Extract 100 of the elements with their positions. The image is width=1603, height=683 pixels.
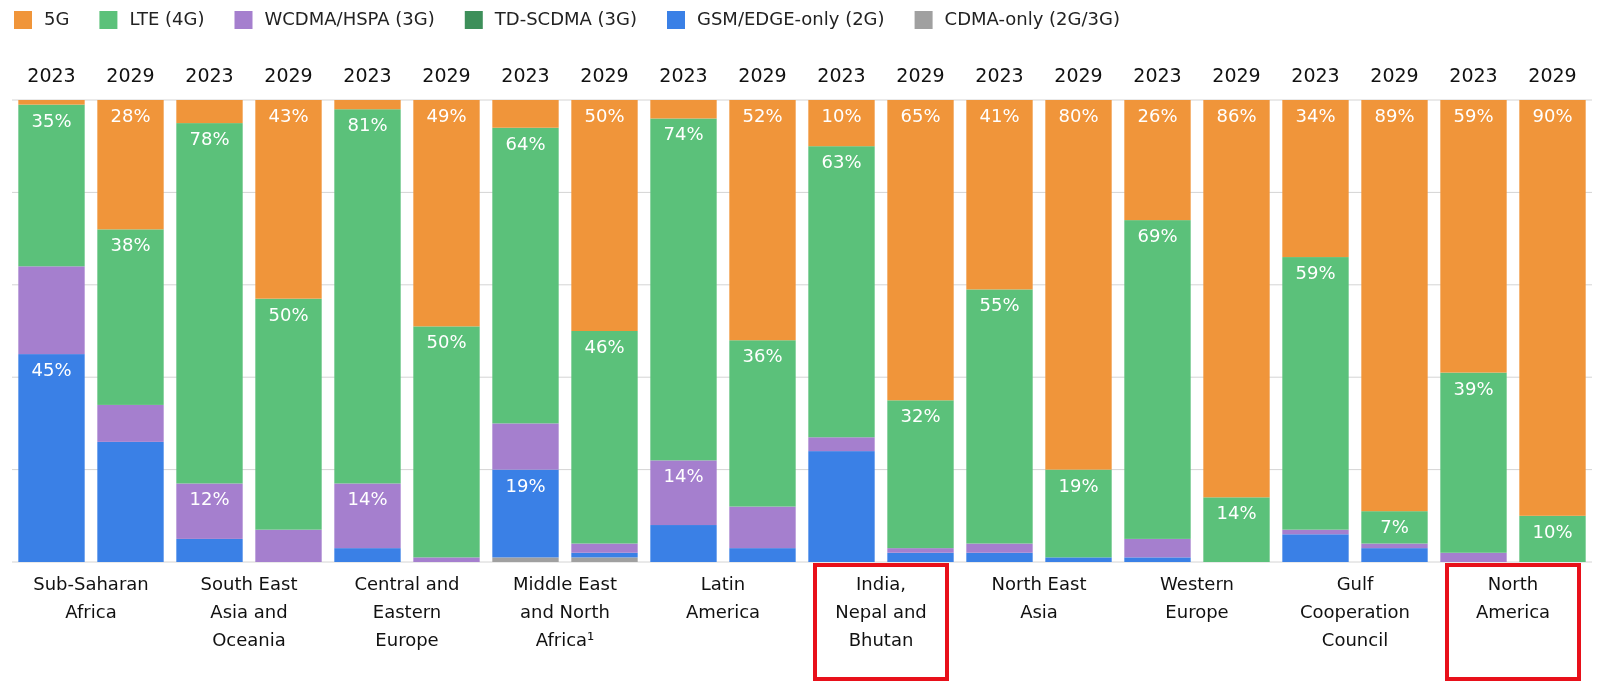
bar: [334, 548, 401, 562]
bar: [176, 538, 243, 562]
text: South East Asia and Oceania: [200, 573, 298, 650]
bar: [887, 548, 954, 553]
bar: [492, 557, 559, 562]
x-tick-label: 2023: [1449, 64, 1498, 86]
data-label: 59%: [1295, 262, 1336, 284]
bar: [966, 543, 1033, 553]
x-tick-label: 2023: [659, 64, 708, 86]
data-label: 10%: [1532, 520, 1573, 542]
data-label: 14%: [1216, 502, 1257, 524]
bar: [966, 100, 1033, 290]
bar: [255, 529, 322, 562]
x-tick-label: 2023: [817, 64, 866, 86]
x-tick-label: 2023: [501, 64, 550, 86]
bar: [1282, 100, 1349, 258]
bar: [18, 104, 85, 267]
bar: [1361, 100, 1428, 512]
data-label: 55%: [979, 294, 1020, 316]
data-label: 26%: [1137, 105, 1178, 126]
bar: [1124, 100, 1191, 221]
text: Middle East and North Africa¹: [512, 573, 618, 650]
x-tick-label: 2023: [185, 64, 234, 86]
text: Sub-Saharan Africa: [33, 573, 149, 622]
legend-label: 5G: [44, 8, 70, 29]
data-label: 89%: [1374, 105, 1415, 126]
data-label: 80%: [1058, 105, 1099, 126]
x-tick-label: 2023: [1133, 64, 1182, 86]
data-label: 52%: [742, 105, 783, 126]
data-label: 50%: [584, 105, 625, 126]
x-tick-label: 2029: [738, 64, 787, 86]
bar: [255, 298, 322, 530]
bar: [1440, 552, 1507, 562]
bar: [1203, 497, 1270, 562]
bar: [18, 100, 85, 105]
bar: [1361, 511, 1428, 544]
bar: [729, 340, 796, 507]
bar: [176, 123, 243, 484]
data-label: 32%: [900, 405, 941, 427]
bar: [97, 229, 164, 405]
text: North America: [1475, 573, 1551, 622]
bar: [1124, 220, 1191, 539]
bar: [492, 100, 559, 128]
data-label: 59%: [1453, 105, 1494, 126]
data-label: 81%: [347, 114, 388, 136]
data-label: 38%: [110, 234, 151, 256]
bar: [1440, 100, 1507, 373]
x-tick-label: 2023: [27, 64, 76, 86]
x-tick-label: 2029: [1212, 64, 1261, 86]
x-tick-label: 2023: [343, 64, 392, 86]
bar: [334, 100, 401, 110]
data-label: 49%: [426, 105, 467, 126]
data-label: 63%: [821, 151, 862, 173]
bar: [413, 100, 480, 327]
data-label: 50%: [268, 303, 309, 325]
x-tick-label: 2023: [1291, 64, 1340, 86]
bar: [97, 404, 164, 442]
bar: [1440, 372, 1507, 553]
bar: [808, 100, 875, 147]
data-label: 41%: [979, 105, 1020, 126]
data-label: 19%: [1058, 474, 1099, 496]
data-label: 7%: [1380, 516, 1409, 538]
bar: [729, 506, 796, 549]
data-label: 35%: [31, 109, 72, 131]
data-label: 34%: [1295, 105, 1336, 126]
bar: [97, 441, 164, 562]
x-tick-label: 2029: [580, 64, 629, 86]
data-label: 12%: [189, 488, 230, 510]
bar: [334, 109, 401, 484]
bar: [1519, 100, 1586, 516]
bar: [966, 552, 1033, 562]
legend-label: WCDMA/HSPA (3G): [264, 8, 435, 29]
bar: [1124, 557, 1191, 562]
text: Central and Eastern Europe: [354, 573, 460, 650]
x-tick-label: 2029: [264, 64, 313, 86]
data-label: 74%: [663, 123, 704, 145]
bar: [492, 127, 559, 424]
x-tick-label: 2029: [1528, 64, 1577, 86]
bar: [1124, 538, 1191, 558]
bar: [492, 469, 559, 558]
bar: [571, 557, 638, 562]
legend-label: TD-SCDMA (3G): [493, 8, 637, 29]
text: North East Asia: [991, 573, 1087, 622]
text: India, Nepal and Bhutan: [835, 573, 927, 650]
data-label: 39%: [1453, 377, 1494, 399]
bar: [1282, 257, 1349, 530]
x-tick-label: 2029: [106, 64, 155, 86]
bar: [887, 552, 954, 562]
bar: [1045, 557, 1112, 562]
data-label: 50%: [426, 331, 467, 353]
legend-label: CDMA-only (2G/3G): [944, 8, 1121, 29]
bar: [729, 100, 796, 341]
data-label: 19%: [505, 474, 546, 496]
bar: [176, 100, 243, 124]
legend-label: GSM/EDGE-only (2G): [697, 8, 885, 29]
bar: [571, 100, 638, 331]
bar: [650, 100, 717, 119]
data-label: 90%: [1532, 105, 1573, 126]
data-label: 28%: [110, 105, 151, 126]
bar: [18, 266, 85, 355]
